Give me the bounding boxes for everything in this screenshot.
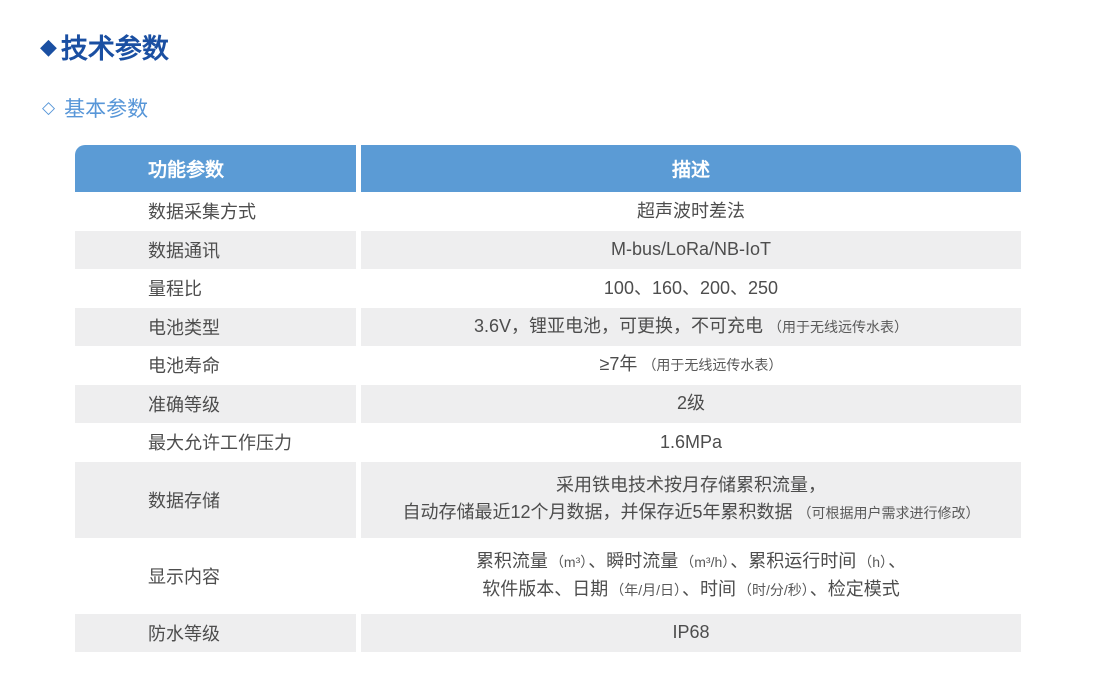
desc-seg: 、: [888, 550, 907, 571]
desc-seg-unit: （时/分/秒）: [738, 581, 809, 598]
header-cell-param: 功能参数: [75, 145, 356, 192]
param-label: 数据存储: [148, 490, 220, 511]
param-cell: 数据通讯: [75, 230, 356, 269]
desc-cell: 超声波时差法: [361, 192, 1021, 231]
header-label-desc: 描述: [671, 160, 710, 181]
desc-text: 2级: [676, 393, 705, 414]
desc-note: （用于无线远传水表）: [642, 357, 783, 374]
desc-text-line1: 采用铁电技术按月存储累积流量，: [556, 475, 826, 495]
desc-cell: 3.6V，锂亚电池，可更换，不可充电 （用于无线远传水表）: [361, 307, 1021, 346]
desc-seg-unit: （年/月/日）: [610, 581, 681, 598]
table-header-row: 功能参数 描述: [75, 145, 1021, 192]
desc-cell: ≥7年 （用于无线远传水表）: [361, 346, 1021, 385]
desc-cell: 1.6MPa: [361, 423, 1021, 462]
desc-seg: 累积流量: [475, 550, 548, 571]
param-label: 最大允许工作压力: [148, 433, 292, 454]
table-row-battery-life: 电池寿命 ≥7年 （用于无线远传水表）: [75, 346, 1021, 385]
desc-seg: 、时间: [682, 578, 736, 599]
page-title-text: 技术参数: [60, 34, 169, 64]
param-cell: 防水等级: [75, 613, 356, 652]
table-row-data-comm: 数据通讯 M-bus/LoRa/NB-IoT: [75, 230, 1021, 269]
table-row-waterproof-rating: 防水等级 IP68: [75, 613, 1021, 652]
desc-cell: 2级: [361, 384, 1021, 423]
param-label: 电池类型: [148, 317, 220, 338]
desc-seg: 、瞬时流量: [588, 550, 679, 571]
hollow-diamond-icon: ◇: [42, 98, 56, 117]
desc-cell: 100、160、200、250: [361, 269, 1021, 308]
table-row-turndown-ratio: 量程比 100、160、200、250: [75, 269, 1021, 308]
table-row-data-storage: 数据存储 采用铁电技术按月存储累积流量， 自动存储最近12个月数据，并保存近5年…: [75, 461, 1021, 538]
param-cell: 准确等级: [75, 384, 356, 423]
desc-cell: IP68: [361, 613, 1021, 652]
section-title: ◇ 基本参数: [42, 93, 148, 123]
param-cell: 电池寿命: [75, 346, 356, 385]
desc-cell: 累积流量 （m³）、瞬时流量 （m³/h）、累积运行时间 （h）、 软件版本、日期 （年…: [361, 538, 1021, 614]
param-label: 量程比: [148, 279, 202, 300]
filled-diamond-icon: ◆: [40, 33, 57, 59]
param-label: 电池寿命: [148, 356, 220, 377]
desc-text: 3.6V，锂亚电池，可更换，不可充电: [473, 315, 764, 336]
table-row-battery-type: 电池类型 3.6V，锂亚电池，可更换，不可充电 （用于无线远传水表）: [75, 307, 1021, 346]
page-title: ◆ 技术参数: [40, 27, 169, 66]
table-row-display-content: 显示内容 累积流量 （m³）、瞬时流量 （m³/h）、累积运行时间 （h）、 软件版本…: [75, 538, 1021, 614]
param-cell: 数据采集方式: [75, 192, 356, 231]
desc-seg-unit: （h）: [858, 553, 888, 570]
header-label-param: 功能参数: [148, 160, 225, 181]
param-label: 显示内容: [148, 566, 220, 587]
param-label: 防水等级: [148, 623, 220, 644]
desc-seg: 软件版本、日期: [482, 578, 609, 599]
desc-seg: 、检定模式: [809, 578, 900, 599]
param-cell: 量程比: [75, 269, 356, 308]
desc-text: 100、160、200、250: [603, 277, 779, 298]
param-cell: 显示内容: [75, 538, 356, 614]
spec-table: 功能参数 描述 数据采集方式 超声波时差法 数据通讯 M-bus/LoRa/NB…: [75, 145, 1021, 652]
desc-seg: 、累积运行时间: [730, 550, 857, 571]
param-label: 数据通讯: [148, 240, 220, 261]
param-cell: 最大允许工作压力: [75, 423, 356, 462]
param-cell: 数据存储: [75, 461, 356, 538]
param-label: 数据采集方式: [148, 202, 256, 223]
section-title-text: 基本参数: [64, 98, 149, 121]
desc-note: （用于无线远传水表）: [768, 318, 909, 335]
desc-text-line2: 自动存储最近12个月数据，并保存近5年累积数据: [402, 502, 793, 522]
table-row-max-pressure: 最大允许工作压力 1.6MPa: [75, 423, 1021, 462]
desc-seg-unit: （m³）: [549, 553, 588, 570]
param-label: 准确等级: [148, 394, 220, 415]
desc-text: M-bus/LoRa/NB-IoT: [610, 239, 772, 260]
desc-text: IP68: [672, 622, 710, 643]
desc-text: ≥7年: [599, 354, 638, 375]
desc-text: 超声波时差法: [637, 200, 745, 221]
desc-text: 1.6MPa: [659, 431, 723, 452]
desc-note: （可根据用户需求进行修改）: [797, 505, 980, 521]
header-cell-desc: 描述: [361, 145, 1021, 192]
table-row-data-collection: 数据采集方式 超声波时差法: [75, 192, 1021, 231]
desc-cell: M-bus/LoRa/NB-IoT: [361, 230, 1021, 269]
table-row-accuracy-class: 准确等级 2级: [75, 384, 1021, 423]
desc-seg-unit: （m³/h）: [680, 553, 730, 570]
param-cell: 电池类型: [75, 307, 356, 346]
desc-cell: 采用铁电技术按月存储累积流量， 自动存储最近12个月数据，并保存近5年累积数据（…: [361, 461, 1021, 538]
